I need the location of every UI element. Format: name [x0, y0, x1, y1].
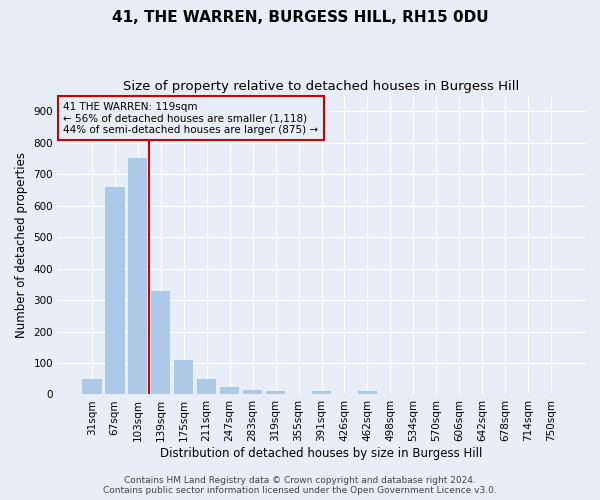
Bar	[266, 392, 286, 394]
Y-axis label: Number of detached properties: Number of detached properties	[15, 152, 28, 338]
Bar	[82, 378, 101, 394]
Bar	[243, 390, 262, 394]
Text: 41, THE WARREN, BURGESS HILL, RH15 0DU: 41, THE WARREN, BURGESS HILL, RH15 0DU	[112, 10, 488, 25]
Bar	[151, 290, 170, 395]
Text: Contains HM Land Registry data © Crown copyright and database right 2024.
Contai: Contains HM Land Registry data © Crown c…	[103, 476, 497, 495]
Bar	[220, 386, 239, 394]
Bar	[105, 187, 125, 394]
Text: 41 THE WARREN: 119sqm
← 56% of detached houses are smaller (1,118)
44% of semi-d: 41 THE WARREN: 119sqm ← 56% of detached …	[64, 102, 319, 134]
Bar	[312, 392, 331, 394]
Bar	[197, 378, 217, 394]
Bar	[358, 392, 377, 394]
X-axis label: Distribution of detached houses by size in Burgess Hill: Distribution of detached houses by size …	[160, 447, 483, 460]
Bar	[174, 360, 193, 394]
Title: Size of property relative to detached houses in Burgess Hill: Size of property relative to detached ho…	[124, 80, 520, 93]
Bar	[128, 158, 148, 394]
